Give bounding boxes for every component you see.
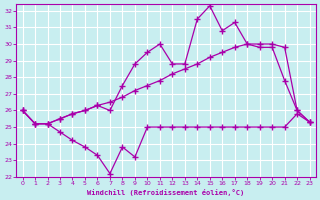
X-axis label: Windchill (Refroidissement éolien,°C): Windchill (Refroidissement éolien,°C) xyxy=(87,189,245,196)
